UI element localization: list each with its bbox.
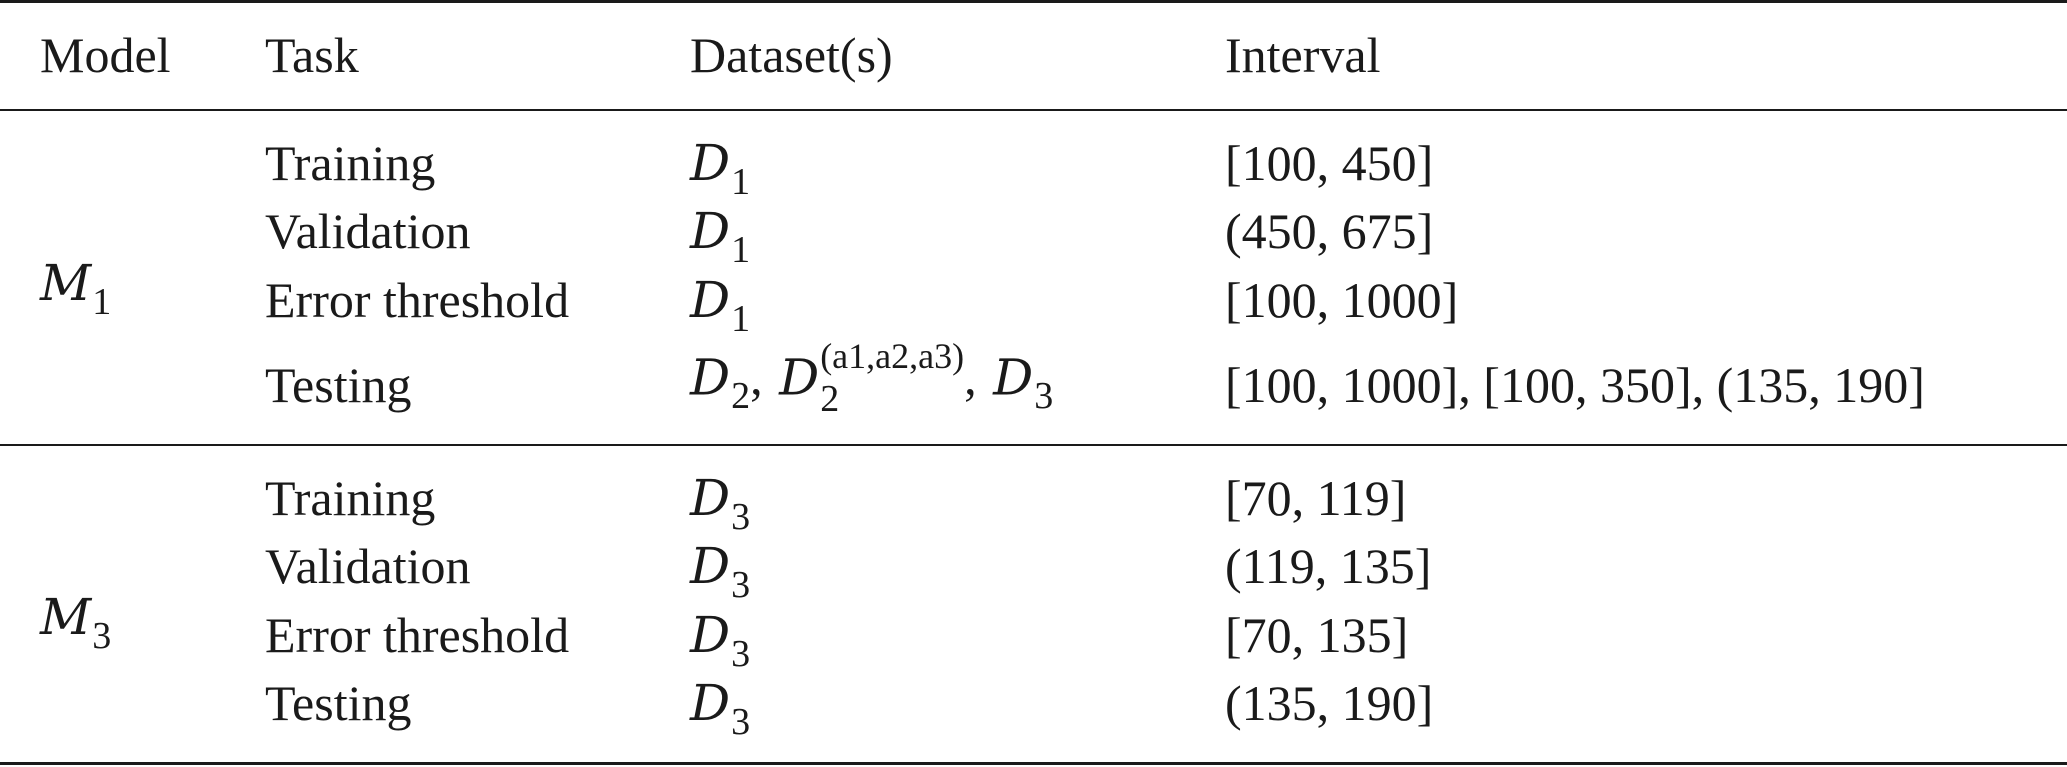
dataset-subscript: 3 [731,701,751,743]
task-cell: Training [265,135,436,191]
interval-cell: [100, 1000] [1225,272,1459,328]
interval-cell: [100, 450] [1225,135,1434,191]
bottom-rule [0,762,2067,765]
interval-cell: (119, 135] [1225,538,1432,594]
header-model: Model [40,27,171,83]
dataset-superscript: (a1,a2,a3) [820,336,965,376]
dataset-cell: D1 [690,138,750,201]
dataset-letter: D [690,348,731,407]
task-cell: Testing [265,675,412,731]
interval-cell: (135, 190] [1225,675,1434,731]
interval-cell: [70, 119] [1225,470,1407,526]
header-rule [0,109,2067,111]
dataset-letter: D [690,606,731,664]
dataset-letter: D [690,271,731,329]
dataset-letter: D [690,202,731,260]
dataset-letter: D [993,348,1034,407]
task-cell: Error threshold [265,272,570,328]
group-divider-rule [0,444,2067,446]
task-cell: Training [265,470,436,526]
dataset-letter: D [779,348,820,407]
dataset-subscript: 3 [1034,375,1054,418]
dataset-subscript: 3 [731,633,751,675]
interval-cell: (450, 675] [1225,203,1434,259]
dataset-supsub: (a1,a2,a3) 2 [820,338,964,420]
dataset-subscript: 2 [820,378,840,420]
dataset-cell: D1 [690,206,750,269]
dataset-letter: D [690,134,731,192]
dataset-cell: D3 [690,610,750,673]
task-cell: Error threshold [265,607,570,663]
dataset-letter: D [690,537,731,595]
dataset-letter: D [690,469,731,527]
dataset-cell: D3 [690,678,750,741]
dataset-letter: D [690,674,731,732]
model-letter: M [40,254,92,312]
header-datasets: Dataset(s) [690,27,893,83]
dataset-subscript: 3 [731,564,751,606]
interval-cell: [100, 1000], [100, 350], (135, 190] [1225,357,1925,413]
header-interval: Interval [1225,27,1381,83]
dataset-subscript: 1 [731,161,751,203]
dataset-subscript: 1 [731,298,751,340]
model-label-m1: M1 [40,258,111,321]
header-task: Task [265,27,359,83]
dataset-cell: D3 [690,473,750,536]
dataset-subscript: 2 [731,375,751,418]
top-rule [0,0,2067,3]
task-cell: Testing [265,357,412,413]
dataset-separator: , [750,349,763,406]
dataset-subscript: 3 [731,496,751,538]
dataset-subscript: 1 [731,229,751,271]
dataset-cell-testing: D2, D (a1,a2,a3) 2, D3 [690,338,1054,420]
interval-cell: [70, 135] [1225,607,1409,663]
task-cell: Validation [265,203,471,259]
dataset-cell: D3 [690,541,750,604]
model-subscript: 3 [92,615,112,657]
model-label-m3: M3 [40,592,111,655]
model-letter: M [40,588,92,646]
task-cell: Validation [265,538,471,594]
model-subscript: 1 [92,281,112,323]
dataset-cell: D1 [690,275,750,338]
dataset-separator: , [964,349,977,406]
